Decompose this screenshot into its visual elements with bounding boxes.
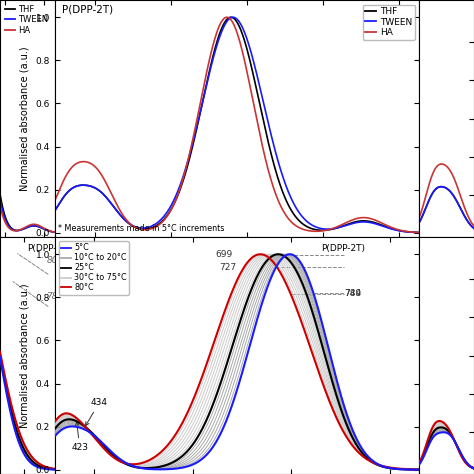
- Legend: 5°C, 10°C to 20°C, 25°C, 30°C to 75°C, 80°C: 5°C, 10°C to 20°C, 25°C, 30°C to 75°C, 8…: [59, 241, 129, 295]
- Text: 423: 423: [71, 422, 88, 452]
- Text: P(DPP-2T): P(DPP-2T): [321, 244, 365, 253]
- Text: P(DPP-2T): P(DPP-2T): [62, 5, 113, 15]
- Text: 804: 804: [46, 256, 64, 265]
- Text: P(DPP-T): P(DPP-T): [27, 244, 65, 253]
- Text: 784: 784: [344, 289, 361, 298]
- Text: 727: 727: [219, 263, 236, 272]
- Text: 699: 699: [216, 250, 233, 259]
- Text: 749: 749: [344, 289, 361, 298]
- Text: 434: 434: [86, 398, 108, 426]
- Legend: THF, TWEEN, HA: THF, TWEEN, HA: [4, 4, 49, 36]
- Y-axis label: Normalised absorbance (a.u.): Normalised absorbance (a.u.): [20, 46, 30, 191]
- Text: * Measurements made in 5°C increments: * Measurements made in 5°C increments: [58, 225, 225, 234]
- Legend: THF, TWEEN, HA: THF, TWEEN, HA: [363, 5, 415, 40]
- X-axis label: Wavelength (nm): Wavelength (nm): [192, 256, 282, 266]
- Y-axis label: Normalised absorbance (a.u.): Normalised absorbance (a.u.): [20, 283, 30, 428]
- Text: 786: 786: [46, 292, 64, 301]
